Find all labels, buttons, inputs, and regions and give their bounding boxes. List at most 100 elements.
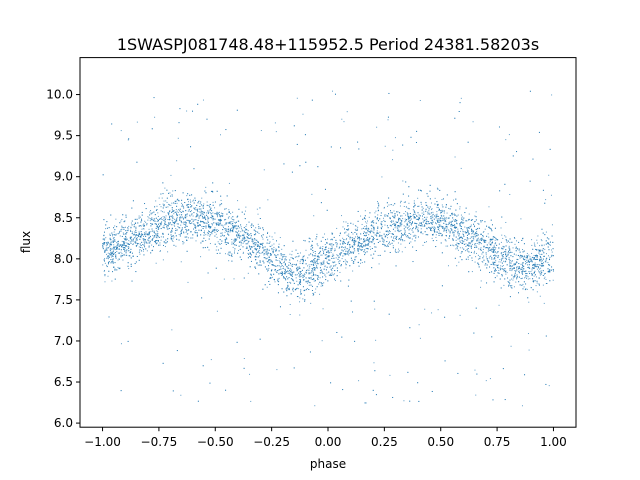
data-point: [345, 231, 347, 233]
data-point: [124, 239, 126, 241]
data-point: [254, 244, 256, 246]
data-point: [334, 249, 336, 251]
data-point: [381, 228, 383, 230]
data-point: [471, 243, 473, 245]
data-point: [157, 218, 159, 220]
data-point: [272, 252, 274, 254]
data-point: [528, 261, 530, 263]
data-point: [229, 231, 231, 233]
data-point: [501, 265, 503, 267]
data-point: [118, 258, 120, 260]
data-point: [405, 236, 407, 238]
data-point: [176, 160, 178, 162]
data-point: [120, 390, 122, 392]
data-point: [279, 272, 281, 274]
data-point: [308, 281, 310, 283]
data-point: [548, 259, 550, 261]
data-point: [422, 207, 424, 209]
data-point: [543, 302, 545, 304]
data-point: [392, 239, 394, 241]
data-point: [131, 224, 133, 226]
data-point: [281, 274, 283, 276]
data-point: [200, 256, 202, 258]
data-point: [365, 247, 367, 249]
data-point: [283, 262, 285, 264]
data-point: [302, 113, 304, 115]
data-point: [131, 240, 133, 242]
data-point: [320, 247, 322, 249]
data-point: [545, 231, 547, 233]
data-point: [341, 215, 343, 217]
data-point: [121, 225, 123, 227]
data-point: [509, 241, 511, 243]
data-point: [468, 251, 470, 253]
data-point: [232, 221, 234, 223]
data-point: [314, 253, 316, 255]
data-point: [520, 269, 522, 271]
data-point: [319, 293, 321, 295]
data-point: [451, 214, 453, 216]
data-point: [262, 251, 264, 253]
data-point: [482, 231, 484, 233]
data-point: [357, 226, 359, 228]
data-point: [337, 270, 339, 272]
data-point: [159, 250, 161, 252]
data-point: [104, 269, 106, 271]
data-point: [509, 193, 511, 195]
data-point: [175, 209, 177, 211]
data-point: [494, 257, 496, 259]
data-point: [388, 242, 390, 244]
data-point: [118, 252, 120, 254]
data-point: [426, 223, 428, 225]
data-point: [536, 282, 538, 284]
data-point: [459, 224, 461, 226]
data-point: [473, 332, 475, 334]
data-point: [130, 230, 132, 232]
data-point: [149, 211, 151, 213]
data-point: [176, 210, 178, 212]
data-point: [475, 245, 477, 247]
data-point: [176, 220, 178, 222]
data-point: [399, 202, 401, 204]
data-point: [202, 247, 204, 249]
data-point: [539, 256, 541, 258]
data-point: [128, 268, 130, 270]
data-point: [248, 237, 250, 239]
data-point: [185, 225, 187, 227]
data-point: [409, 216, 411, 218]
data-point: [438, 230, 440, 232]
data-point: [160, 193, 162, 195]
data-point: [364, 243, 366, 245]
data-point: [396, 227, 398, 229]
data-point: [544, 234, 546, 236]
data-point: [112, 241, 114, 243]
data-point: [399, 223, 401, 225]
data-point: [117, 242, 119, 244]
data-point: [225, 229, 227, 231]
data-point: [350, 251, 352, 253]
data-point: [159, 242, 161, 244]
data-point: [387, 205, 389, 207]
data-point: [197, 225, 199, 227]
data-point: [171, 236, 173, 238]
data-point: [436, 187, 438, 189]
data-point: [433, 215, 435, 217]
data-point: [526, 288, 528, 290]
data-point: [394, 217, 396, 219]
data-point: [292, 280, 294, 282]
data-point: [189, 215, 191, 217]
data-point: [500, 241, 502, 243]
data-point: [296, 268, 298, 270]
data-point: [240, 242, 242, 244]
data-point: [154, 220, 156, 222]
data-point: [159, 250, 161, 252]
data-point: [431, 223, 433, 225]
data-point: [542, 275, 544, 276]
data-point: [543, 252, 545, 254]
data-point: [315, 263, 317, 265]
data-point: [174, 202, 176, 204]
data-point: [438, 234, 440, 236]
data-point: [495, 270, 497, 272]
data-point: [452, 213, 454, 215]
data-point: [432, 211, 434, 213]
